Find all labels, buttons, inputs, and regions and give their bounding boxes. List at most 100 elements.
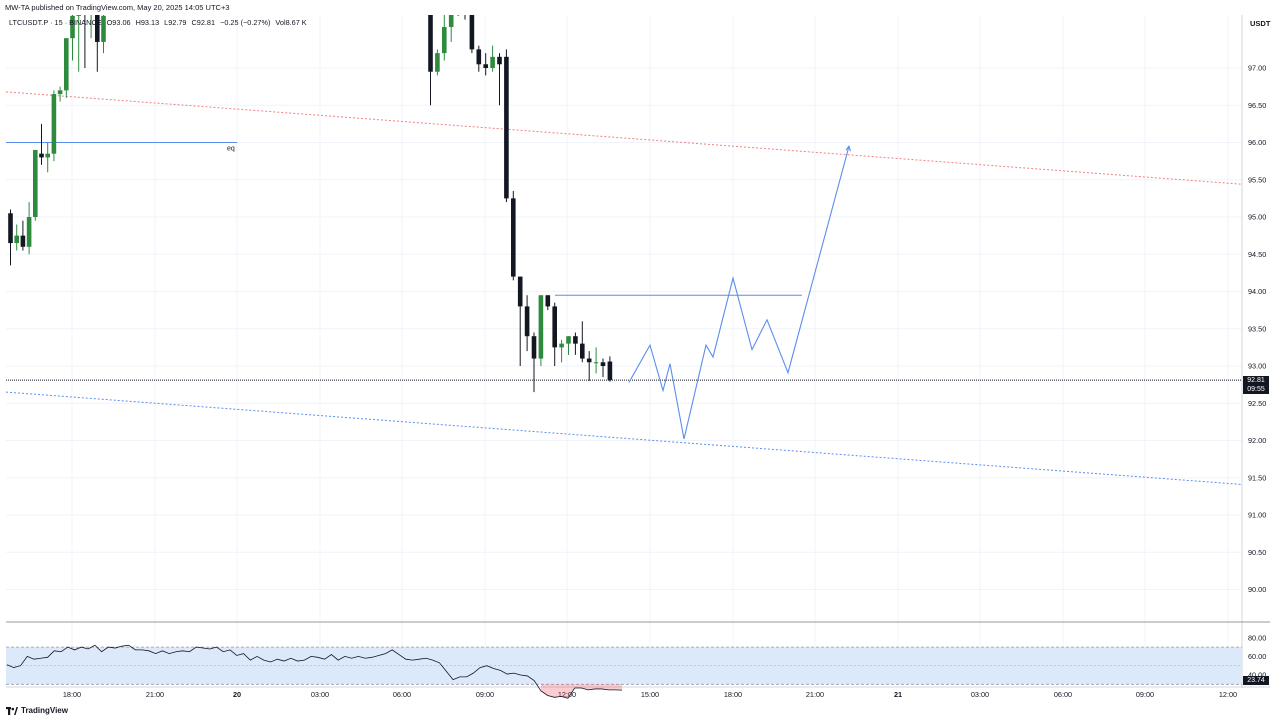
publish-header: MW-TA published on TradingView.com, May … <box>0 0 1280 15</box>
rsi-axis-label: 40.00 <box>1248 671 1266 680</box>
rsi-axis-label: 80.00 <box>1248 633 1266 642</box>
candle-body-down <box>607 361 613 381</box>
candle-body-down <box>545 295 551 307</box>
candle-body-down <box>531 336 537 359</box>
candle-body-down <box>83 8 88 12</box>
candle-body-down <box>497 56 502 65</box>
currency-unit: USDT <box>1250 19 1271 28</box>
candle-body-down <box>600 362 606 366</box>
candle-body-down <box>483 64 488 68</box>
eq-label: eq <box>227 146 235 153</box>
candle-body-down <box>586 358 592 363</box>
projection-path <box>628 146 850 440</box>
time-axis-label: 18:00 <box>63 690 81 699</box>
time-axis-label: 03:00 <box>971 690 989 699</box>
price-axis-label: 91.00 <box>1248 511 1266 520</box>
resistance-trendline <box>6 91 1242 185</box>
candle-body-down <box>573 336 578 344</box>
tradingview-footer[interactable]: TradingView <box>6 706 68 715</box>
candle-body-down <box>511 198 516 277</box>
time-axis-label: 21 <box>894 690 902 699</box>
candle-body-down <box>469 15 475 50</box>
last-price-tag: 92.81 09:55 <box>1243 376 1269 394</box>
ohlc-low: L92.79 <box>164 18 187 27</box>
time-axis-label: 03:00 <box>311 690 329 699</box>
candle-body-up <box>566 336 571 344</box>
candle-body-down <box>428 15 433 72</box>
publish-info: MW-TA published on TradingView.com, May … <box>5 3 230 12</box>
candle-body-up <box>435 53 440 72</box>
time-axis-label: 06:00 <box>1054 690 1072 699</box>
last-price-value: 92.81 <box>1247 377 1265 384</box>
time-axis-label: 21:00 <box>806 690 824 699</box>
candle-body-up <box>490 56 495 68</box>
volume-value: Vol8.67 K <box>275 18 307 27</box>
candle-body-down <box>524 306 530 337</box>
candle-body-up <box>442 27 447 54</box>
time-axis-label: 09:00 <box>476 690 494 699</box>
time-axis-label: 18:00 <box>724 690 742 699</box>
time-axis-label: 09:00 <box>1136 690 1154 699</box>
price-axis-label: 94.50 <box>1248 250 1266 259</box>
brand-name: TradingView <box>21 706 68 715</box>
candle-body-down <box>95 15 100 42</box>
candle-body-down <box>20 235 26 247</box>
price-axis-label: 90.50 <box>1248 548 1266 557</box>
candle-body-down <box>552 306 557 348</box>
candle-body-down <box>476 49 482 65</box>
ohlc-open: O93.06 <box>106 18 131 27</box>
time-axis-label: 21:00 <box>146 690 164 699</box>
candle-body-down <box>517 276 523 307</box>
candle-body-down <box>456 5 461 9</box>
price-axis-label: 94.00 <box>1248 287 1266 296</box>
rsi-oversold-fill <box>540 684 622 699</box>
time-axis-label: 12:00 <box>558 690 576 699</box>
price-axis-label: 95.50 <box>1248 175 1266 184</box>
price-axis-label: 92.00 <box>1248 436 1266 445</box>
ohlc-close: C92.81 <box>191 18 216 27</box>
price-axis-label: 91.50 <box>1248 473 1266 482</box>
price-axis-label: 93.50 <box>1248 324 1266 333</box>
main-plot-area: eq <box>6 5 1242 485</box>
price-axis-label: 96.50 <box>1248 101 1266 110</box>
candle-body-up <box>64 38 69 91</box>
time-axis-label: 20 <box>233 690 241 699</box>
price-axis-label: 95.00 <box>1248 213 1266 222</box>
price-axis-label: 93.00 <box>1248 362 1266 371</box>
time-axis-label: 12:00 <box>1219 690 1237 699</box>
symbol-legend: LTCUSDT.P · 15 · BINANCE O93.06 H93.13 L… <box>9 18 310 27</box>
price-axis-label: 97.00 <box>1248 64 1266 73</box>
candle-body-down <box>580 343 585 359</box>
candle-body-up <box>593 362 599 364</box>
tradingview-logo-icon <box>6 706 18 715</box>
candle-body-up <box>89 5 94 12</box>
candle-body-down <box>504 56 509 199</box>
candle-body-down <box>463 8 468 12</box>
candle-body-up <box>448 15 454 28</box>
candle-body-down <box>39 153 44 158</box>
time-axis-label: 15:00 <box>641 690 659 699</box>
price-change: −0.25 (−0.27%) <box>220 18 271 27</box>
symbol-name[interactable]: LTCUSDT.P · 15 · BINANCE <box>9 18 102 27</box>
time-axis-label: 06:00 <box>393 690 411 699</box>
candle-body-up <box>26 217 32 247</box>
countdown-timer: 09:55 <box>1247 386 1265 393</box>
projection-arrowhead <box>845 145 852 152</box>
candle-body-up <box>45 153 50 158</box>
candle-body-up <box>51 94 57 154</box>
candle-body-up <box>559 343 564 348</box>
rsi-axis-label: 60.00 <box>1248 652 1266 661</box>
candle-body-up <box>57 90 63 95</box>
candle-body-up <box>14 235 19 244</box>
candle-body-up <box>538 295 544 359</box>
support-trendline <box>6 391 1242 485</box>
price-axis-label: 90.00 <box>1248 585 1266 594</box>
candle-body-up <box>101 15 106 42</box>
candle-body-up <box>76 15 81 16</box>
ohlc-high: H93.13 <box>135 18 160 27</box>
rsi-line <box>6 644 623 699</box>
rsi-value-tag: 23.74 <box>1243 676 1269 685</box>
price-axis-label: 96.00 <box>1248 138 1266 147</box>
price-axis-label: 92.50 <box>1248 399 1266 408</box>
